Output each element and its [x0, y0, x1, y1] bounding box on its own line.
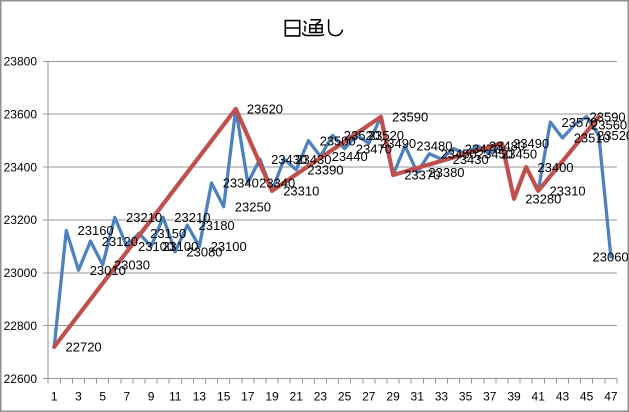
svg-text:9: 9 [148, 389, 155, 403]
svg-text:31: 31 [411, 389, 425, 403]
svg-text:23180: 23180 [199, 218, 235, 233]
svg-text:23570: 23570 [562, 115, 598, 130]
svg-text:23100: 23100 [211, 239, 247, 254]
svg-text:23800: 23800 [4, 55, 38, 69]
svg-text:23450: 23450 [477, 147, 513, 162]
svg-text:22720: 22720 [66, 340, 102, 355]
svg-text:23470: 23470 [465, 141, 501, 156]
svg-text:23210: 23210 [126, 210, 162, 225]
svg-text:23520: 23520 [344, 128, 380, 143]
svg-text:22800: 22800 [4, 319, 38, 333]
svg-text:23400: 23400 [537, 160, 573, 175]
svg-text:23480: 23480 [416, 139, 452, 154]
svg-text:23: 23 [314, 389, 328, 403]
svg-text:39: 39 [507, 389, 521, 403]
svg-text:7: 7 [123, 389, 130, 403]
svg-text:23310: 23310 [283, 184, 319, 199]
svg-text:23490: 23490 [513, 136, 549, 151]
svg-text:23480: 23480 [489, 139, 525, 154]
svg-text:11: 11 [169, 389, 182, 403]
svg-text:47: 47 [604, 389, 618, 403]
svg-text:43: 43 [556, 389, 570, 403]
svg-text:23590: 23590 [392, 110, 428, 125]
svg-text:23100: 23100 [162, 239, 198, 254]
svg-text:23340: 23340 [259, 176, 295, 191]
svg-text:23120: 23120 [102, 234, 138, 249]
svg-text:23430: 23430 [453, 152, 489, 167]
svg-text:23030: 23030 [114, 258, 150, 273]
svg-text:23520: 23520 [368, 128, 404, 143]
svg-text:22600: 22600 [4, 372, 38, 386]
svg-text:25: 25 [338, 389, 352, 403]
svg-text:1: 1 [51, 389, 58, 403]
svg-text:23520: 23520 [597, 128, 629, 143]
svg-text:23440: 23440 [332, 149, 368, 164]
svg-text:23510: 23510 [574, 131, 610, 146]
svg-text:23450: 23450 [501, 147, 537, 162]
svg-text:23390: 23390 [307, 162, 343, 177]
svg-text:23060: 23060 [593, 250, 629, 265]
svg-text:37: 37 [483, 389, 497, 403]
svg-text:23080: 23080 [186, 244, 222, 259]
svg-text:23160: 23160 [78, 223, 114, 238]
svg-text:23200: 23200 [4, 213, 38, 227]
svg-text:23620: 23620 [247, 102, 283, 117]
svg-text:23250: 23250 [235, 199, 271, 214]
svg-text:45: 45 [580, 389, 594, 403]
svg-text:23380: 23380 [428, 165, 464, 180]
svg-text:5: 5 [99, 389, 106, 403]
svg-text:23210: 23210 [174, 210, 210, 225]
svg-text:23000: 23000 [4, 266, 38, 280]
svg-text:23340: 23340 [223, 176, 259, 191]
svg-text:23430: 23430 [271, 152, 307, 167]
svg-text:23430: 23430 [295, 152, 331, 167]
svg-text:23470: 23470 [356, 141, 392, 156]
svg-text:23590: 23590 [590, 110, 626, 125]
svg-text:41: 41 [532, 389, 546, 403]
svg-text:23280: 23280 [525, 192, 561, 207]
svg-text:23600: 23600 [4, 107, 38, 121]
svg-text:19: 19 [265, 389, 279, 403]
svg-text:23100: 23100 [138, 239, 174, 254]
svg-text:27: 27 [362, 389, 376, 403]
svg-text:15: 15 [217, 389, 231, 403]
svg-text:17: 17 [241, 389, 255, 403]
svg-text:23450: 23450 [441, 147, 477, 162]
svg-text:23010: 23010 [90, 263, 126, 278]
svg-text:33: 33 [435, 389, 449, 403]
svg-text:23500: 23500 [320, 133, 356, 148]
svg-text:23560: 23560 [591, 118, 627, 133]
svg-text:13: 13 [193, 389, 207, 403]
svg-text:3: 3 [75, 389, 82, 403]
svg-text:23370: 23370 [404, 168, 440, 183]
svg-text:23490: 23490 [380, 136, 416, 151]
svg-text:35: 35 [459, 389, 473, 403]
svg-text:23400: 23400 [4, 160, 38, 174]
svg-text:23310: 23310 [550, 184, 586, 199]
svg-text:23150: 23150 [150, 226, 186, 241]
svg-text:21: 21 [290, 389, 304, 403]
svg-text:29: 29 [386, 389, 400, 403]
